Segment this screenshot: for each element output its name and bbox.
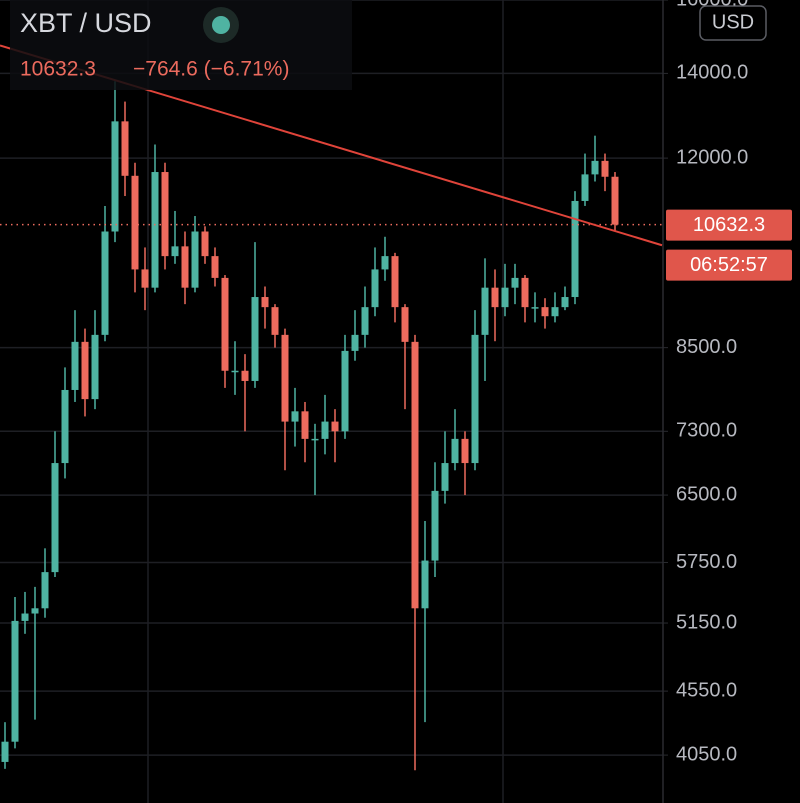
candle-body (391, 256, 399, 308)
candle-body (551, 307, 559, 317)
candle-body (131, 175, 139, 270)
candle-body (151, 172, 159, 288)
candle-body (401, 307, 409, 342)
price-change: −764.6 (−6.71%) (133, 58, 289, 81)
candles (1, 81, 619, 771)
candle-body (231, 370, 239, 373)
candle-body (191, 231, 199, 288)
candle-body (491, 287, 499, 308)
candle-body (291, 411, 299, 422)
y-tick-label: 4050.0 (676, 743, 737, 765)
price-tag-label: 10632.3 (693, 214, 765, 236)
candle-body (441, 463, 449, 491)
symbol: XBT / USD (20, 8, 152, 38)
grid (0, 0, 664, 803)
candle-body (531, 307, 539, 309)
candle-body (21, 613, 29, 621)
candle-body (501, 287, 509, 308)
candle-body (611, 176, 619, 225)
candle-body (471, 334, 479, 464)
candle-body (11, 620, 19, 742)
last-price: 10632.3 (20, 58, 96, 81)
candle-body (571, 200, 579, 298)
y-tick-label: 14000.0 (676, 62, 748, 84)
currency-label[interactable]: USD (712, 11, 754, 33)
countdown-label: 06:52:57 (690, 254, 768, 276)
candle-body (281, 334, 289, 422)
candle-body (351, 334, 359, 351)
candle-body (201, 231, 209, 257)
candle-body (31, 608, 39, 614)
candle-body (111, 121, 119, 232)
candle-body (261, 297, 269, 308)
candle-body (81, 341, 89, 400)
header-panel (10, 0, 352, 90)
candle-body (301, 411, 309, 439)
candle-body (101, 231, 109, 335)
y-tick-label: 7300.0 (676, 420, 737, 442)
candle-body (361, 307, 369, 335)
candle-body (341, 350, 349, 432)
candle-body (41, 572, 49, 609)
y-tick-label: 5750.0 (676, 551, 737, 573)
candle-body (171, 246, 179, 257)
candle-body (241, 370, 249, 381)
candle-body (431, 490, 439, 561)
candle-body (601, 160, 609, 177)
candle-body (271, 307, 279, 335)
candle-body (541, 307, 549, 317)
candle-body (421, 560, 429, 609)
candle-body (591, 160, 599, 175)
y-tick-label: 8500.0 (676, 336, 737, 358)
y-tick-label: 12000.0 (676, 146, 748, 168)
candle-body (321, 421, 329, 439)
y-tick-label: 6500.0 (676, 483, 737, 505)
candle-body (311, 438, 319, 441)
candle-body (61, 389, 69, 464)
candle-body (411, 341, 419, 609)
candle-body (331, 421, 339, 432)
candle-body (251, 297, 259, 381)
price-tag (666, 209, 792, 241)
candle-body (211, 256, 219, 278)
candle-body (161, 172, 169, 257)
y-tick-label: 5150.0 (676, 611, 737, 633)
candle-body (71, 341, 79, 390)
overlay: 10632.3 06:52:57 (0, 44, 792, 281)
y-tick-label: 4550.0 (676, 679, 737, 701)
status-dot (212, 16, 230, 34)
candle-body (451, 438, 459, 464)
candle-body (371, 269, 379, 308)
candle-body (381, 256, 389, 270)
candle-body (51, 463, 59, 573)
candle-body (511, 277, 519, 288)
candle-body (581, 174, 589, 201)
candle-body (181, 246, 189, 288)
candle-body (141, 269, 149, 288)
y-tick-label: 16000.0 (676, 0, 748, 10)
candle-body (221, 277, 229, 371)
candle-body (521, 277, 529, 308)
candle-body (91, 334, 99, 400)
candle-body (1, 741, 9, 762)
candle-body (561, 297, 569, 308)
candle-body (121, 121, 129, 176)
candle-body (481, 287, 489, 335)
currency-button[interactable] (699, 5, 767, 41)
countdown-tag (666, 249, 792, 281)
candle-body (461, 438, 469, 464)
